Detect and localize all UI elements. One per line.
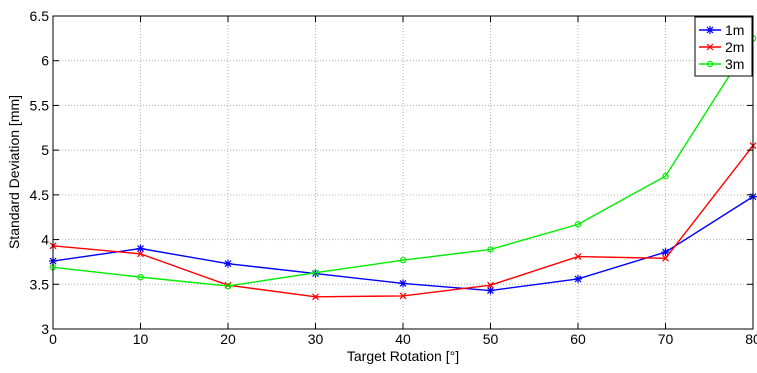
y-tick-label: 6 [41,53,49,69]
data-point [136,244,145,253]
x-tick-label: 0 [49,331,57,347]
axes: 0 10 20 30 40 50 60 70 80 3 3.5 4 4.5 5 5.5 6 6.5 [30,8,757,347]
y-tick-label: 3 [41,321,49,337]
data-point [706,43,714,51]
x-tick-label: 50 [483,331,499,347]
x-tick-label: 80 [745,331,757,347]
x-tick-label: 70 [658,331,674,347]
legend-item: 3m [699,56,744,72]
data-point [661,248,670,257]
series-line [52,37,754,287]
data-point [312,269,319,276]
data-point [662,172,669,180]
data-point [487,281,494,289]
data-point [399,279,407,288]
data-point [399,292,407,300]
x-tick-label: 20 [220,331,236,347]
data-point [137,273,144,281]
x-tick-label: 60 [570,331,586,347]
x-tick-label: 40 [395,331,411,347]
data-point [399,256,407,264]
legend-label: 3m [725,56,744,72]
data-point [706,26,714,34]
data-point [662,254,669,262]
data-point [574,274,582,283]
y-tick-label: 3.5 [30,276,50,292]
data-point [312,293,319,301]
data-point [706,60,714,68]
x-axis-label: Target Rotation [°] [347,348,459,364]
y-tick-label: 5 [41,142,49,158]
y-tick-label: 6.5 [30,8,50,24]
data-point [574,253,582,260]
legend-item: 2m [699,39,744,55]
data-point [487,246,494,253]
data-point [486,286,495,295]
data-point [224,259,232,268]
series-3m [49,35,757,290]
y-tick-label: 4.5 [30,187,50,203]
y-axis-label: Standard Deviation [mm] [6,95,22,249]
grid [53,16,753,329]
legend-item: 1m [699,22,744,38]
x-tick-label: 30 [308,331,324,347]
legend-label: 2m [725,39,744,55]
data-point [574,221,582,228]
y-tick-label: 5.5 [30,97,50,113]
data-point [137,250,144,258]
legend-label: 1m [725,22,744,38]
y-tick-label: 4 [41,232,49,248]
data-point [224,282,232,290]
x-tick-label: 10 [133,331,149,347]
